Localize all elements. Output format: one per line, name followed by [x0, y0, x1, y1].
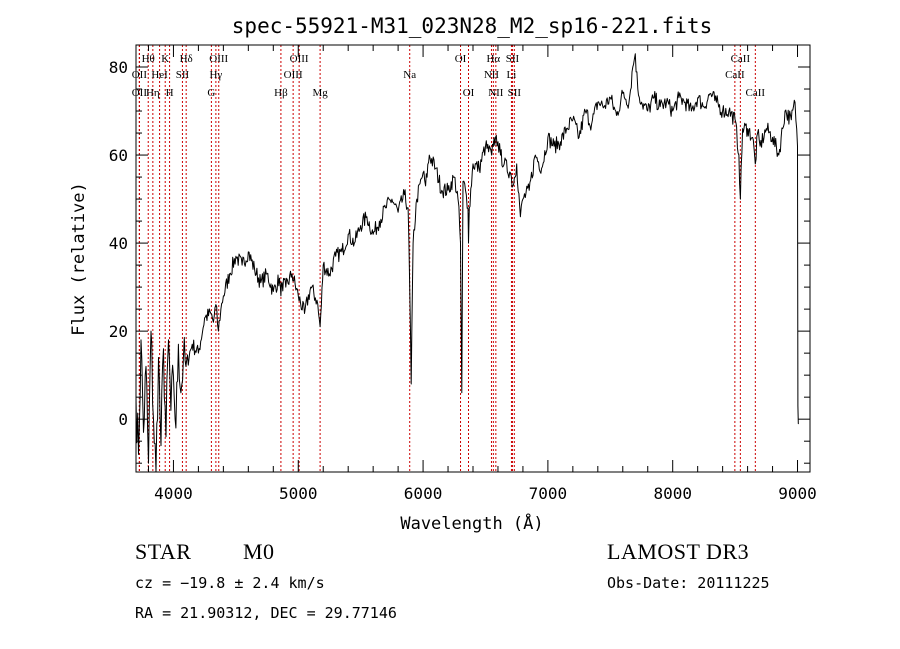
- chart-title: spec-55921-M31_023N28_M2_sp16-221.fits: [232, 14, 712, 38]
- line-label-na: Na: [403, 69, 416, 81]
- line-label-g: G: [207, 87, 215, 99]
- y-tick-label: 20: [109, 322, 128, 341]
- line-label-nii: NII: [484, 69, 500, 81]
- spectral-subclass: M0: [243, 539, 275, 564]
- x-axis-label: Wavelength (Å): [400, 512, 543, 534]
- line-label-oi: OI: [463, 87, 475, 99]
- line-label-oiii: OIII: [284, 69, 303, 81]
- redshift-cz: cz = −19.8 ± 2.4 km/s: [135, 574, 325, 592]
- y-axis-label: Flux (relative): [69, 182, 89, 336]
- line-label-sii: SII: [508, 87, 522, 99]
- x-tick-label: 7000: [529, 484, 568, 503]
- spectral-class: STAR: [135, 539, 192, 564]
- axis-ticks: 4000 5000 6000 7000 8000 9000 0 20 40 60 80: [109, 45, 817, 503]
- line-label-oii: OII: [132, 69, 148, 81]
- x-tick-label: 5000: [279, 484, 318, 503]
- line-label-caii: CaII: [746, 87, 766, 99]
- line-label-oi: OI: [455, 53, 467, 65]
- line-label-hδ: Hδ: [180, 53, 193, 65]
- line-label-hei: HeI: [151, 69, 168, 81]
- line-label-hη: Hη: [146, 87, 160, 99]
- line-label-hβ: Hβ: [274, 87, 288, 99]
- survey-name: LAMOST DR3: [607, 539, 750, 564]
- y-tick-label: 40: [109, 234, 128, 253]
- line-label-h: H: [166, 87, 174, 99]
- y-tick-label: 60: [109, 146, 128, 165]
- spectrum-line: [135, 53, 799, 473]
- y-tick-label: 0: [118, 410, 128, 429]
- line-label-mg: Mg: [312, 87, 328, 99]
- y-tick-label: 80: [109, 58, 128, 77]
- x-tick-label: 9000: [778, 484, 817, 503]
- line-label-k: K: [161, 53, 169, 65]
- emission-line-markers: [138, 45, 756, 472]
- observation-date: Obs-Date: 20111225: [607, 574, 770, 592]
- x-tick-label: 6000: [404, 484, 443, 503]
- line-label-sii: SII: [506, 53, 520, 65]
- line-label-sii: SII: [176, 69, 190, 81]
- line-label-caii: CaII: [731, 53, 751, 65]
- line-label-li: Li: [507, 69, 517, 81]
- coordinates: RA = 21.90312, DEC = 29.77146: [135, 604, 397, 622]
- line-label-caii: CaII: [725, 69, 745, 81]
- x-tick-label: 4000: [154, 484, 193, 503]
- line-label-oiii: OIII: [290, 53, 309, 65]
- line-label-oiii: OIII: [209, 53, 228, 65]
- line-label-hγ: Hγ: [209, 69, 222, 81]
- line-label-hα: Hα: [486, 53, 500, 65]
- line-label-hθ: Hθ: [142, 53, 155, 65]
- line-label-nii: NII: [488, 87, 504, 99]
- x-tick-label: 8000: [653, 484, 692, 503]
